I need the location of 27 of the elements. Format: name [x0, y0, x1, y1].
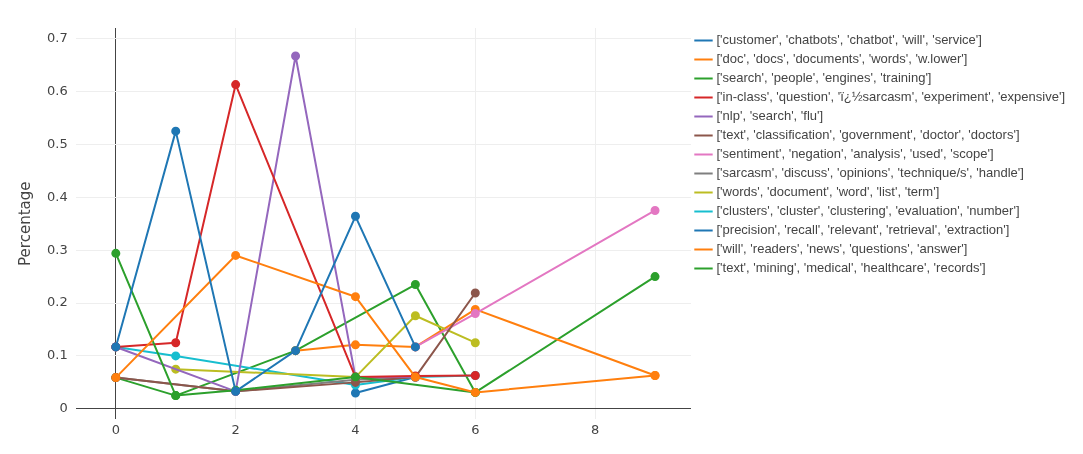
legend-label: ['text', 'mining', 'medical', 'healthcare', 'records']: [716, 260, 986, 276]
legend-label: ['in-class', 'question', 'ï¿½sarcasm', 'experiment', 'expensive']: [716, 89, 1065, 105]
y-tick-label: 0: [59, 400, 68, 416]
y-tick-label: 0.4: [46, 188, 68, 204]
y-axis-title: Percentage: [15, 181, 34, 266]
legend-label: ['precision', 'recall', 'relevant', 'retrieval', 'extraction']: [716, 222, 1010, 238]
legend-label: ['sarcasm', 'discuss', 'opinions', 'technique/s', 'handle']: [716, 165, 1024, 181]
legend-label: ['clusters', 'cluster', 'clustering', 'evaluation', 'number']: [716, 203, 1020, 219]
legend-label: ['search', 'people', 'engines', 'training']: [716, 70, 932, 86]
x-tick-label: 6: [471, 421, 480, 437]
x-tick-label: 0: [111, 421, 120, 437]
legend-label: ['words', 'document', 'word', 'list', 'term']: [716, 184, 940, 200]
legend-label: ['nlp', 'search', 'flu']: [716, 108, 824, 124]
legend-label: ['customer', 'chatbots', 'chatbot', 'will', 'service']: [716, 32, 982, 48]
y-tick-label: 0.6: [46, 82, 68, 98]
x-tick-label: 4: [351, 421, 360, 437]
x-tick-label: 2: [231, 421, 240, 437]
legend-label: ['will', 'readers', 'news', 'questions', 'answer']: [716, 241, 968, 257]
legend-label: ['text', 'classification', 'government', 'doctor', 'doctors']: [716, 127, 1020, 143]
y-tick-label: 0.5: [46, 135, 68, 151]
y-tick-label: 0.2: [46, 294, 68, 310]
y-tick-label: 0.7: [46, 29, 68, 45]
legend-label: ['sentiment', 'negation', 'analysis', 'used', 'scope']: [716, 146, 994, 162]
x-tick-label: 8: [590, 421, 600, 437]
y-tick-label: 0.1: [46, 347, 68, 363]
legend-label: ['doc', 'docs', 'documents', 'words', 'w.lower']: [716, 51, 968, 67]
y-tick-label: 0.3: [46, 241, 68, 257]
